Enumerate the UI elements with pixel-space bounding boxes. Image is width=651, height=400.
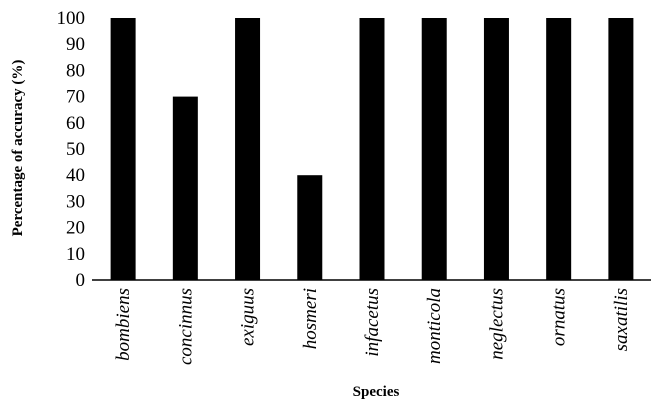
x-tick-label-ornatus: ornatus xyxy=(549,288,570,346)
y-tick-label: 60 xyxy=(66,113,85,134)
bar-infacetus xyxy=(359,18,385,280)
bar-hosmeri xyxy=(297,175,323,280)
y-tick-label: 80 xyxy=(66,60,85,81)
x-tick-label-exiguus: exiguus xyxy=(238,288,259,346)
y-tick-label: 0 xyxy=(76,270,86,291)
bars xyxy=(110,18,634,280)
y-tick-label: 90 xyxy=(66,34,85,55)
bar-saxatilis xyxy=(608,18,634,280)
y-axis-title: Percentage of accuracy (%) xyxy=(10,60,26,237)
bar-bombiens xyxy=(110,18,136,280)
x-tick-label-bombiens: bombiens xyxy=(113,288,134,361)
y-tick-label: 70 xyxy=(66,87,85,108)
bar-exiguus xyxy=(235,18,261,280)
x-tick-label-infacetus: infacetus xyxy=(362,288,383,357)
x-tick-label-neglectus: neglectus xyxy=(486,288,507,360)
x-tick-label-saxatilis: saxatilis xyxy=(611,288,632,351)
y-tick-label: 40 xyxy=(66,165,85,186)
bar-neglectus xyxy=(483,18,509,280)
bar-concinnus xyxy=(172,96,198,280)
x-tick-label-monticola: monticola xyxy=(424,288,445,364)
x-tick-label-concinnus: concinnus xyxy=(175,288,196,365)
y-tick-label: 10 xyxy=(66,244,85,265)
x-axis-tick-labels: bombiens concinnus exiguus hosmeri infacetus… xyxy=(113,288,632,365)
x-tick-label-hosmeri: hosmeri xyxy=(300,288,321,349)
y-tick-label: 20 xyxy=(66,218,85,239)
x-axis-title: Species xyxy=(353,384,400,400)
y-tick-label: 50 xyxy=(66,139,85,160)
y-axis-ticks: 0 10 20 30 40 50 60 70 80 90 100 xyxy=(57,8,86,291)
bar-ornatus xyxy=(546,18,572,280)
y-tick-label: 100 xyxy=(57,8,86,29)
bar-monticola xyxy=(421,18,447,280)
y-tick-label: 30 xyxy=(66,191,85,212)
